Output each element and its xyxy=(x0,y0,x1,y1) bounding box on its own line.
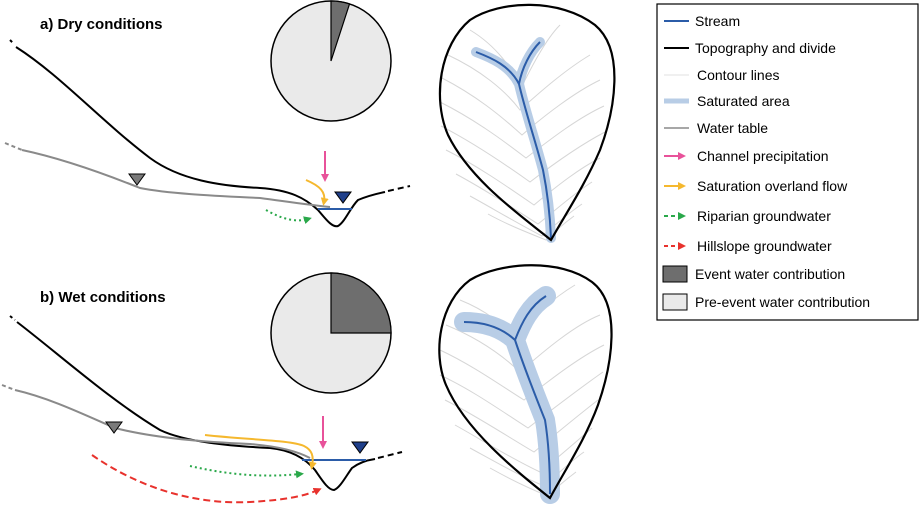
legend: Stream Topography and divide Contour lin… xyxy=(656,3,919,321)
panel-wet: b) Wet conditions xyxy=(1,272,403,504)
legend-label-riparian: Riparian groundwater xyxy=(697,208,831,224)
legend-label-overland-flow: Saturation overland flow xyxy=(697,178,848,194)
dry-pie-chart xyxy=(270,0,392,122)
dry-stream-level-marker-icon xyxy=(334,191,352,204)
wet-riparian-groundwater-arrow xyxy=(189,465,304,479)
legend-label-water-table: Water table xyxy=(697,120,768,136)
wet-stream-level-marker-icon xyxy=(351,441,369,454)
dry-stream-network xyxy=(475,41,552,239)
catchment-dry xyxy=(438,3,616,243)
panel-dry-label: a) Dry conditions xyxy=(40,16,163,33)
dry-water-table xyxy=(4,142,331,208)
dry-water-table-marker-icon xyxy=(128,173,146,186)
dry-contour-lines xyxy=(439,24,606,241)
dry-riparian-groundwater-arrow xyxy=(265,209,312,224)
wet-stream-network xyxy=(463,295,551,495)
wet-water-table xyxy=(1,384,311,459)
dry-catchment-divide xyxy=(438,3,616,242)
wet-topography xyxy=(9,315,403,492)
wet-pie-event xyxy=(330,272,392,334)
legend-label-saturated: Saturated area xyxy=(697,93,790,109)
catchment-wet xyxy=(438,264,613,504)
legend-label-channel-precipitation: Channel precipitation xyxy=(697,148,829,164)
legend-label-preevent-water: Pre-event water contribution xyxy=(695,294,870,310)
legend-event-water-icon xyxy=(662,265,688,283)
panel-wet-label: b) Wet conditions xyxy=(40,289,166,306)
wet-hillslope-groundwater-arrow xyxy=(91,454,322,504)
wet-water-table-marker-icon xyxy=(105,421,123,434)
legend-label-contour: Contour lines xyxy=(697,67,780,83)
panel-dry: a) Dry conditions xyxy=(4,0,411,228)
wet-pie-chart xyxy=(270,272,392,394)
legend-label-topography: Topography and divide xyxy=(695,40,836,56)
dry-topography xyxy=(9,39,411,228)
legend-preevent-water-icon xyxy=(662,293,688,311)
wet-overland-flow-arrow xyxy=(204,434,317,470)
legend-label-event-water: Event water contribution xyxy=(695,266,845,282)
legend-label-stream: Stream xyxy=(695,13,740,29)
legend-label-hillslope: Hillslope groundwater xyxy=(697,238,832,254)
dry-overland-flow-arrow xyxy=(305,179,329,206)
legend-box xyxy=(656,3,919,321)
wet-catchment-divide xyxy=(438,264,613,500)
dry-pie-event xyxy=(330,0,351,62)
